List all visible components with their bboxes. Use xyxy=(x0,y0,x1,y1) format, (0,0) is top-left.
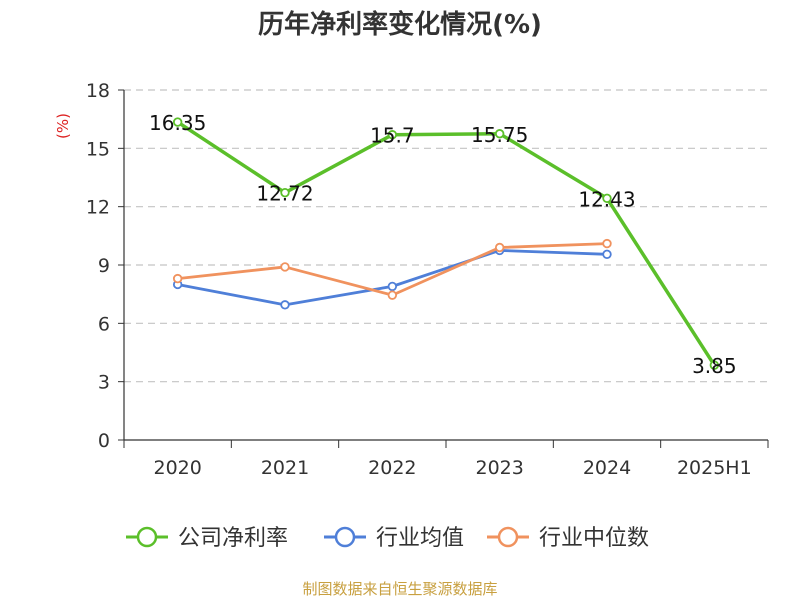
data-point-1-2024 xyxy=(602,249,612,260)
data-point-2-2021 xyxy=(280,262,290,272)
data-point-0-2025H1 xyxy=(709,360,720,370)
data-label-2021: 12.72 xyxy=(256,182,313,206)
y-axis-unit: (%) xyxy=(54,113,72,139)
legend-circle-icon xyxy=(136,526,158,548)
data-point-0-2022 xyxy=(387,130,398,140)
legend-item-2[interactable]: 行业中位数 xyxy=(487,526,649,551)
legend-circle-icon xyxy=(334,526,356,548)
legend: 公司净利率 行业均值 行业中位数 xyxy=(126,526,649,551)
y-tick-label: 6 xyxy=(98,313,110,335)
data-point-2-2020 xyxy=(172,273,183,284)
legend-label: 行业均值 xyxy=(376,526,464,551)
data-label-2025H1: 3.85 xyxy=(692,354,737,378)
y-tick-label: 0 xyxy=(98,430,110,452)
series-line-0 xyxy=(176,120,716,367)
y-tick-label: 9 xyxy=(98,255,110,277)
legend-circle-icon xyxy=(497,526,519,548)
series-layer xyxy=(172,117,720,370)
data-label-2023: 15.75 xyxy=(471,123,528,147)
data-labels: 16.35 12.72 15.7 15.75 12.43 3.85 xyxy=(149,111,737,378)
data-point-0-2023 xyxy=(494,129,505,139)
axes: 0 3 6 9 12 15 18 2020 2021 2022 2023 2024 2025H1 xyxy=(86,80,769,479)
x-tick-label-2020: 2020 xyxy=(153,457,201,479)
legend-item-0[interactable]: 公司净利率 xyxy=(126,526,288,551)
data-point-0-2021 xyxy=(280,187,290,198)
x-tick-label-2022: 2022 xyxy=(368,457,416,479)
data-point-1-2021 xyxy=(280,300,290,310)
legend-item-1[interactable]: 行业均值 xyxy=(324,526,464,551)
data-point-1-2022 xyxy=(387,281,398,292)
x-tick-label-2024: 2024 xyxy=(583,457,631,479)
data-point-0-2024 xyxy=(602,193,612,204)
data-point-2-2023 xyxy=(494,242,505,253)
data-label-2022: 15.7 xyxy=(370,124,415,148)
y-tick-label: 15 xyxy=(86,138,110,160)
y-tick-label: 18 xyxy=(86,80,110,102)
x-tick-label-2023: 2023 xyxy=(475,457,523,479)
legend-label: 公司净利率 xyxy=(178,526,288,551)
source-note: 制图数据来自恒生聚源数据库 xyxy=(302,580,498,598)
chart-title: 历年净利率变化情况(%) xyxy=(258,10,542,40)
data-point-2-2024 xyxy=(602,238,612,249)
legend-label: 行业中位数 xyxy=(539,526,649,551)
x-tick-label-2025H1: 2025H1 xyxy=(677,457,752,479)
x-tick-label-2021: 2021 xyxy=(261,457,309,479)
y-tick-label: 12 xyxy=(86,197,110,219)
data-label-2020: 16.35 xyxy=(149,111,206,135)
data-point-2-2022 xyxy=(387,290,398,300)
data-point-0-2020 xyxy=(172,117,183,127)
data-label-2024: 12.43 xyxy=(578,187,635,211)
y-tick-label: 3 xyxy=(98,372,110,394)
